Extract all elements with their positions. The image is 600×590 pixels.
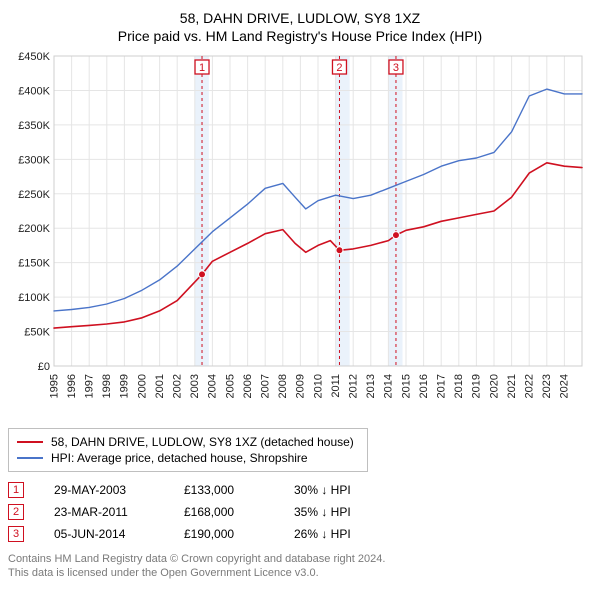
sales-row: 2 23-MAR-2011 £168,000 35% ↓ HPI — [8, 504, 592, 520]
svg-text:2022: 2022 — [524, 374, 536, 398]
svg-text:2023: 2023 — [541, 374, 553, 398]
legend-row: HPI: Average price, detached house, Shro… — [17, 451, 359, 465]
legend-label: HPI: Average price, detached house, Shro… — [51, 451, 308, 465]
legend-swatch — [17, 457, 43, 459]
svg-text:3: 3 — [393, 62, 399, 74]
svg-text:2005: 2005 — [224, 374, 236, 398]
svg-text:2024: 2024 — [559, 374, 571, 398]
chart-svg: £0 £50K £100K £150K £200K £250K £300K £350K £400… — [8, 50, 592, 420]
svg-text:2014: 2014 — [383, 374, 395, 398]
svg-text:2: 2 — [336, 62, 342, 74]
svg-text:£0: £0 — [38, 361, 50, 373]
sale-price: £190,000 — [184, 527, 264, 541]
svg-text:2003: 2003 — [189, 374, 201, 398]
sale-date: 29-MAY-2003 — [54, 483, 154, 497]
legend-label: 58, DAHN DRIVE, LUDLOW, SY8 1XZ (detache… — [51, 435, 354, 449]
svg-text:£50K: £50K — [24, 327, 50, 339]
svg-text:2010: 2010 — [312, 374, 324, 398]
svg-text:1997: 1997 — [84, 374, 96, 398]
attribution: Contains HM Land Registry data © Crown c… — [8, 552, 592, 581]
svg-text:2009: 2009 — [295, 374, 307, 398]
sale-marker: 2 — [8, 504, 24, 520]
sale-delta: 30% ↓ HPI — [294, 483, 384, 497]
svg-text:2016: 2016 — [418, 374, 430, 398]
sale-date: 23-MAR-2011 — [54, 505, 154, 519]
svg-text:2008: 2008 — [277, 374, 289, 398]
svg-text:2000: 2000 — [136, 374, 148, 398]
svg-text:£450K: £450K — [18, 51, 50, 63]
sale-delta: 35% ↓ HPI — [294, 505, 384, 519]
sale-marker: 3 — [8, 526, 24, 542]
price-chart: £0 £50K £100K £150K £200K £250K £300K £350K £400… — [8, 50, 592, 420]
legend: 58, DAHN DRIVE, LUDLOW, SY8 1XZ (detache… — [8, 428, 368, 472]
svg-text:2021: 2021 — [506, 374, 518, 398]
svg-text:2015: 2015 — [400, 374, 412, 398]
svg-text:2012: 2012 — [348, 374, 360, 398]
svg-text:2011: 2011 — [330, 374, 342, 398]
svg-text:£350K: £350K — [18, 120, 50, 132]
svg-text:£200K: £200K — [18, 223, 50, 235]
sales-table: 1 29-MAY-2003 £133,000 30% ↓ HPI 2 23-MA… — [8, 482, 592, 542]
attribution-line: Contains HM Land Registry data © Crown c… — [8, 552, 592, 566]
svg-text:2019: 2019 — [471, 374, 483, 398]
legend-swatch — [17, 441, 43, 443]
sales-row: 3 05-JUN-2014 £190,000 26% ↓ HPI — [8, 526, 592, 542]
svg-text:2020: 2020 — [488, 374, 500, 398]
svg-text:1995: 1995 — [48, 374, 60, 398]
sales-row: 1 29-MAY-2003 £133,000 30% ↓ HPI — [8, 482, 592, 498]
svg-text:1999: 1999 — [119, 374, 131, 398]
svg-text:£300K: £300K — [18, 154, 50, 166]
svg-text:£100K: £100K — [18, 292, 50, 304]
svg-text:£150K: £150K — [18, 258, 50, 270]
sale-price: £133,000 — [184, 483, 264, 497]
page-title-sub: Price paid vs. HM Land Registry's House … — [8, 28, 592, 44]
page-title-address: 58, DAHN DRIVE, LUDLOW, SY8 1XZ — [8, 10, 592, 26]
svg-text:1998: 1998 — [101, 374, 113, 398]
svg-text:2006: 2006 — [242, 374, 254, 398]
svg-text:£250K: £250K — [18, 189, 50, 201]
svg-text:2018: 2018 — [453, 374, 465, 398]
svg-text:2001: 2001 — [154, 374, 166, 398]
svg-text:1: 1 — [199, 62, 205, 74]
sale-delta: 26% ↓ HPI — [294, 527, 384, 541]
sale-date: 05-JUN-2014 — [54, 527, 154, 541]
sale-price: £168,000 — [184, 505, 264, 519]
svg-text:2013: 2013 — [365, 374, 377, 398]
attribution-line: This data is licensed under the Open Gov… — [8, 566, 592, 580]
svg-text:2004: 2004 — [207, 374, 219, 398]
svg-text:2017: 2017 — [436, 374, 448, 398]
svg-text:1996: 1996 — [66, 374, 78, 398]
svg-text:2007: 2007 — [260, 374, 272, 398]
svg-text:£400K: £400K — [18, 85, 50, 97]
svg-text:2002: 2002 — [172, 374, 184, 398]
legend-row: 58, DAHN DRIVE, LUDLOW, SY8 1XZ (detache… — [17, 435, 359, 449]
sale-marker: 1 — [8, 482, 24, 498]
